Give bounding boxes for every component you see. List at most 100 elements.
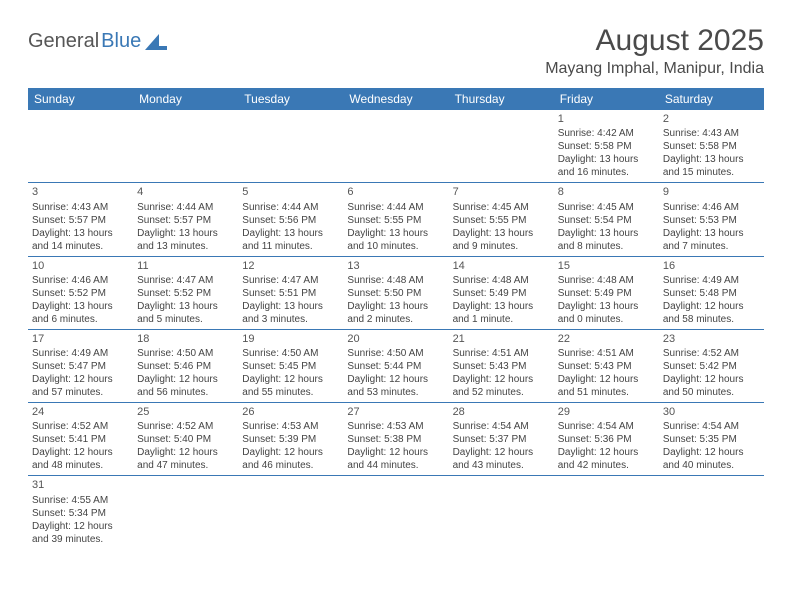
daylight-line: Daylight: 12 hours and 56 minutes.	[137, 373, 234, 399]
day-number: 8	[558, 185, 655, 199]
sunrise-line: Sunrise: 4:53 AM	[242, 420, 339, 433]
daylight-line: Daylight: 13 hours and 6 minutes.	[32, 300, 129, 326]
sunrise-line: Sunrise: 4:51 AM	[558, 347, 655, 360]
day-number: 19	[242, 332, 339, 346]
calendar-day-cell: 11Sunrise: 4:47 AMSunset: 5:52 PMDayligh…	[133, 257, 238, 329]
day-header: Tuesday	[238, 88, 343, 110]
daylight-line: Daylight: 13 hours and 7 minutes.	[663, 227, 760, 253]
sunset-line: Sunset: 5:43 PM	[453, 360, 550, 373]
calendar-day-cell: 16Sunrise: 4:49 AMSunset: 5:48 PMDayligh…	[659, 257, 764, 329]
header-row: GeneralBlue August 2025 Mayang Imphal, M…	[28, 24, 764, 78]
calendar-day-cell: 24Sunrise: 4:52 AMSunset: 5:41 PMDayligh…	[28, 403, 133, 475]
calendar-day-cell: 5Sunrise: 4:44 AMSunset: 5:56 PMDaylight…	[238, 183, 343, 255]
sunrise-line: Sunrise: 4:49 AM	[663, 274, 760, 287]
day-number: 21	[453, 332, 550, 346]
calendar-day-cell: 12Sunrise: 4:47 AMSunset: 5:51 PMDayligh…	[238, 257, 343, 329]
sunrise-line: Sunrise: 4:45 AM	[453, 201, 550, 214]
sunset-line: Sunset: 5:40 PM	[137, 433, 234, 446]
sunset-line: Sunset: 5:55 PM	[347, 214, 444, 227]
sunrise-line: Sunrise: 4:52 AM	[137, 420, 234, 433]
calendar-day-cell: 25Sunrise: 4:52 AMSunset: 5:40 PMDayligh…	[133, 403, 238, 475]
sunrise-line: Sunrise: 4:44 AM	[347, 201, 444, 214]
sunrise-line: Sunrise: 4:50 AM	[137, 347, 234, 360]
calendar-empty-cell	[554, 476, 659, 548]
sunset-line: Sunset: 5:44 PM	[347, 360, 444, 373]
day-number: 6	[347, 185, 444, 199]
day-number: 30	[663, 405, 760, 419]
day-number: 16	[663, 259, 760, 273]
day-number: 11	[137, 259, 234, 273]
day-number: 26	[242, 405, 339, 419]
daylight-line: Daylight: 12 hours and 52 minutes.	[453, 373, 550, 399]
daylight-line: Daylight: 12 hours and 50 minutes.	[663, 373, 760, 399]
sunset-line: Sunset: 5:46 PM	[137, 360, 234, 373]
sunset-line: Sunset: 5:58 PM	[663, 140, 760, 153]
calendar-day-cell: 28Sunrise: 4:54 AMSunset: 5:37 PMDayligh…	[449, 403, 554, 475]
day-number: 13	[347, 259, 444, 273]
sunset-line: Sunset: 5:45 PM	[242, 360, 339, 373]
day-number: 7	[453, 185, 550, 199]
daylight-line: Daylight: 12 hours and 58 minutes.	[663, 300, 760, 326]
sunrise-line: Sunrise: 4:53 AM	[347, 420, 444, 433]
calendar-empty-cell	[659, 476, 764, 548]
calendar-day-cell: 3Sunrise: 4:43 AMSunset: 5:57 PMDaylight…	[28, 183, 133, 255]
sunset-line: Sunset: 5:50 PM	[347, 287, 444, 300]
calendar-day-cell: 13Sunrise: 4:48 AMSunset: 5:50 PMDayligh…	[343, 257, 448, 329]
daylight-line: Daylight: 12 hours and 42 minutes.	[558, 446, 655, 472]
daylight-line: Daylight: 13 hours and 9 minutes.	[453, 227, 550, 253]
sunrise-line: Sunrise: 4:48 AM	[453, 274, 550, 287]
calendar-day-cell: 10Sunrise: 4:46 AMSunset: 5:52 PMDayligh…	[28, 257, 133, 329]
day-number: 12	[242, 259, 339, 273]
daylight-line: Daylight: 13 hours and 8 minutes.	[558, 227, 655, 253]
logo-part1: General	[28, 30, 99, 53]
sunset-line: Sunset: 5:53 PM	[663, 214, 760, 227]
page-title: August 2025	[545, 24, 764, 58]
day-number: 5	[242, 185, 339, 199]
day-number: 22	[558, 332, 655, 346]
calendar-day-cell: 19Sunrise: 4:50 AMSunset: 5:45 PMDayligh…	[238, 330, 343, 402]
sunrise-line: Sunrise: 4:44 AM	[242, 201, 339, 214]
calendar-table: SundayMondayTuesdayWednesdayThursdayFrid…	[28, 88, 764, 549]
daylight-line: Daylight: 12 hours and 43 minutes.	[453, 446, 550, 472]
day-number: 17	[32, 332, 129, 346]
logo: GeneralBlue	[28, 24, 167, 53]
sunrise-line: Sunrise: 4:42 AM	[558, 127, 655, 140]
sunrise-line: Sunrise: 4:45 AM	[558, 201, 655, 214]
sunrise-line: Sunrise: 4:54 AM	[453, 420, 550, 433]
sunset-line: Sunset: 5:52 PM	[137, 287, 234, 300]
day-number: 15	[558, 259, 655, 273]
calendar-day-cell: 8Sunrise: 4:45 AMSunset: 5:54 PMDaylight…	[554, 183, 659, 255]
sunrise-line: Sunrise: 4:52 AM	[663, 347, 760, 360]
day-number: 10	[32, 259, 129, 273]
calendar-empty-cell	[449, 476, 554, 548]
sunset-line: Sunset: 5:56 PM	[242, 214, 339, 227]
calendar-empty-cell	[343, 476, 448, 548]
sunset-line: Sunset: 5:57 PM	[137, 214, 234, 227]
sunrise-line: Sunrise: 4:48 AM	[558, 274, 655, 287]
sunset-line: Sunset: 5:55 PM	[453, 214, 550, 227]
calendar-empty-cell	[133, 110, 238, 182]
day-number: 31	[32, 478, 129, 492]
calendar-day-cell: 6Sunrise: 4:44 AMSunset: 5:55 PMDaylight…	[343, 183, 448, 255]
day-number: 9	[663, 185, 760, 199]
daylight-line: Daylight: 12 hours and 47 minutes.	[137, 446, 234, 472]
sunset-line: Sunset: 5:49 PM	[558, 287, 655, 300]
sunset-line: Sunset: 5:34 PM	[32, 507, 129, 520]
daylight-line: Daylight: 13 hours and 3 minutes.	[242, 300, 339, 326]
calendar-day-cell: 7 Sunrise: 4:45 AMSunset: 5:55 PMDaylight…	[449, 183, 554, 255]
calendar-empty-cell	[133, 476, 238, 548]
sunset-line: Sunset: 5:51 PM	[242, 287, 339, 300]
sunrise-line: Sunrise: 4:44 AM	[137, 201, 234, 214]
day-header: Monday	[133, 88, 238, 110]
day-header: Wednesday	[343, 88, 448, 110]
day-number: 14	[453, 259, 550, 273]
calendar-day-cell: 18Sunrise: 4:50 AMSunset: 5:46 PMDayligh…	[133, 330, 238, 402]
daylight-line: Daylight: 12 hours and 46 minutes.	[242, 446, 339, 472]
day-number: 28	[453, 405, 550, 419]
day-number: 3	[32, 185, 129, 199]
sunrise-line: Sunrise: 4:50 AM	[347, 347, 444, 360]
calendar-head-row: SundayMondayTuesdayWednesdayThursdayFrid…	[28, 88, 764, 110]
sunset-line: Sunset: 5:36 PM	[558, 433, 655, 446]
day-number: 25	[137, 405, 234, 419]
day-number: 18	[137, 332, 234, 346]
